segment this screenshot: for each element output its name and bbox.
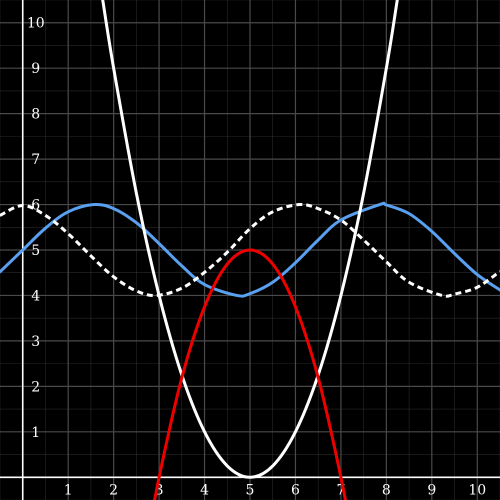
y-tick-label: 7 xyxy=(31,152,40,168)
y-tick-label: 8 xyxy=(31,107,40,123)
y-tick-label: 4 xyxy=(31,288,40,304)
x-tick-label: 7 xyxy=(336,482,345,498)
y-tick-label: 10 xyxy=(27,16,45,32)
y-tick-label: 3 xyxy=(31,334,40,350)
tick-labels: 1 2 3 4 5 6 7 8 9 10 1 2 3 4 5 6 7 8 9 10 xyxy=(27,16,486,499)
x-tick-label: 8 xyxy=(382,482,391,498)
y-tick-label: 5 xyxy=(31,243,40,259)
x-tick-label: 9 xyxy=(427,482,436,498)
x-tick-label: 4 xyxy=(200,482,209,498)
x-tick-label: 3 xyxy=(155,482,164,498)
x-tick-label: 10 xyxy=(468,482,486,498)
x-tick-label: 2 xyxy=(109,482,118,498)
y-tick-label: 2 xyxy=(31,379,40,395)
parabola-curve xyxy=(101,0,399,479)
inverted-parabola-curve xyxy=(153,248,347,500)
y-tick-label: 1 xyxy=(31,425,40,441)
x-tick-label: 6 xyxy=(291,482,300,498)
cosine-dotted-curve xyxy=(0,202,500,298)
y-tick-label: 6 xyxy=(31,198,40,214)
y-tick-label: 9 xyxy=(31,61,40,77)
x-tick-label: 5 xyxy=(246,482,255,498)
x-tick-label: 1 xyxy=(64,482,73,498)
sine-curve xyxy=(0,201,500,298)
